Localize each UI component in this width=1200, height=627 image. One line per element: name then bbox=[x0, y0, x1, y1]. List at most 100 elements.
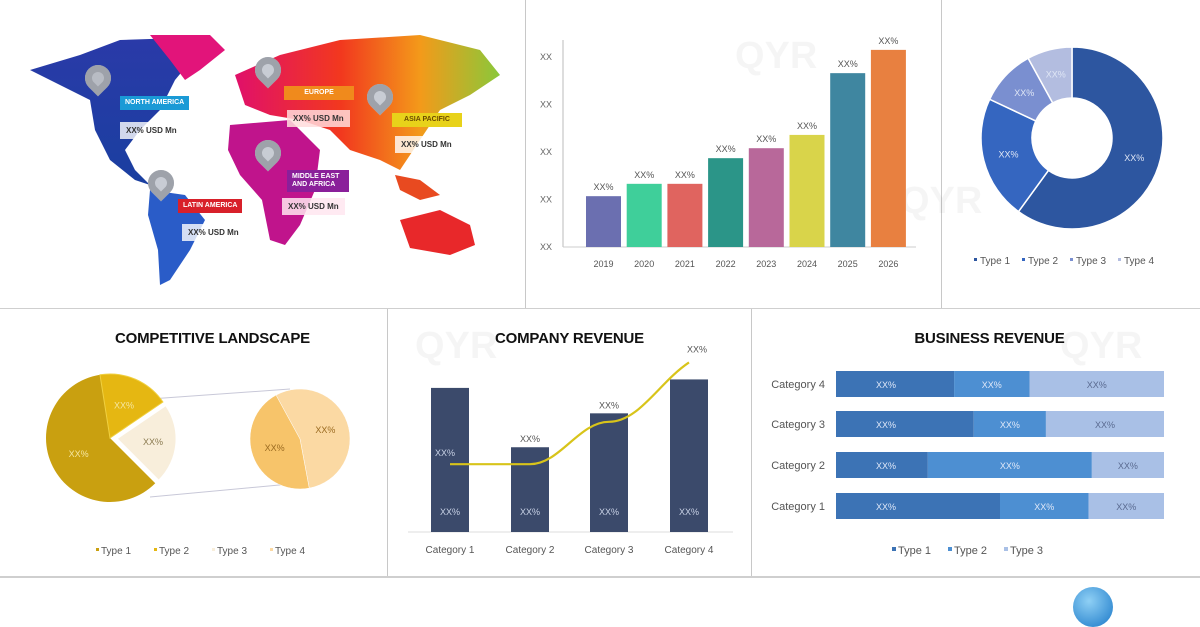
data-label: XX% bbox=[716, 144, 736, 154]
bar bbox=[830, 73, 866, 248]
region-value-middle-east-africa: XX% USD Mn bbox=[282, 198, 345, 215]
region-value-europe: XX% USD Mn bbox=[287, 110, 350, 127]
data-label: XX% bbox=[838, 59, 858, 69]
legend-marker bbox=[974, 258, 977, 261]
data-label: XX% bbox=[593, 182, 613, 192]
legend-label: Type 1 bbox=[898, 545, 931, 557]
legend-marker bbox=[270, 548, 273, 551]
data-label: XX% bbox=[687, 344, 707, 354]
company-revenue-chart: XX% Category 1 XX% XX% Category 2 XX% XX% Categ… bbox=[408, 344, 733, 556]
business-revenue-chart: Category 4 XX% XX% XX% Category 3 XX% XX% XX% Ca… bbox=[771, 371, 1164, 557]
data-label: XX% bbox=[599, 507, 619, 517]
legend-label: Type 1 bbox=[980, 256, 1010, 267]
donut-slice bbox=[980, 98, 1050, 213]
data-label: XX% bbox=[435, 448, 455, 458]
bar-segment bbox=[836, 452, 928, 478]
legend-marker bbox=[948, 547, 952, 551]
x-tick-label: Category 4 bbox=[665, 545, 714, 556]
greenland-shape bbox=[150, 35, 225, 80]
bar bbox=[667, 183, 703, 247]
y-tick-label: XX bbox=[540, 195, 552, 205]
divider bbox=[941, 0, 942, 308]
data-label: XX% bbox=[520, 434, 540, 444]
region-label-asia-pacific: ASIA PACIFIC bbox=[392, 113, 462, 127]
bar-segment bbox=[1029, 371, 1164, 397]
bar bbox=[708, 158, 744, 247]
y-tick-label: Category 2 bbox=[771, 460, 825, 472]
bar-segment bbox=[927, 452, 1092, 478]
legend-label: Type 4 bbox=[1124, 256, 1154, 267]
x-tick-label: 2020 bbox=[634, 259, 654, 269]
data-label: XX% bbox=[756, 134, 776, 144]
data-label: XX% bbox=[1034, 502, 1054, 512]
legend-marker bbox=[1022, 258, 1025, 261]
x-tick-label: 2023 bbox=[756, 259, 776, 269]
region-label-north-america: NORTH AMERICA bbox=[120, 96, 190, 110]
bar bbox=[626, 183, 662, 247]
data-label: XX% bbox=[1095, 420, 1115, 430]
data-label: XX% bbox=[679, 507, 699, 517]
y-tick-label: XX bbox=[540, 52, 552, 62]
divider bbox=[751, 309, 752, 577]
legend-label: Type 2 bbox=[159, 546, 189, 557]
pie-slice bbox=[46, 374, 156, 502]
bar-segment bbox=[1088, 493, 1164, 519]
watermark: QYR bbox=[1060, 325, 1142, 368]
x-tick-label: 2019 bbox=[593, 259, 613, 269]
bar bbox=[670, 379, 708, 532]
donut-slice bbox=[1027, 46, 1073, 104]
data-label: XX% bbox=[69, 449, 89, 459]
x-tick-label: 2021 bbox=[675, 259, 695, 269]
region-value-latin-america: XX% USD Mn bbox=[182, 224, 245, 241]
data-label: XX% bbox=[1000, 420, 1020, 430]
y-tick-label: XX bbox=[540, 100, 552, 110]
data-label: XX% bbox=[1000, 461, 1020, 471]
legend-label: Type 2 bbox=[1028, 256, 1058, 267]
legend-label: Type 3 bbox=[1076, 256, 1106, 267]
divider bbox=[387, 309, 388, 577]
data-label: XX% bbox=[1014, 88, 1034, 98]
pie-slice bbox=[117, 406, 176, 480]
bar bbox=[789, 134, 825, 247]
bar-segment bbox=[1091, 452, 1164, 478]
data-label: XX% bbox=[1118, 461, 1138, 471]
bar bbox=[748, 148, 784, 247]
watermark: QYR bbox=[735, 35, 817, 78]
business-revenue-title: BUSINESS REVENUE bbox=[914, 330, 1065, 347]
bar bbox=[870, 49, 906, 247]
y-tick-label: Category 4 bbox=[771, 379, 825, 391]
region-label-latin-america: LATIN AMERICA bbox=[178, 199, 243, 213]
line-series bbox=[450, 361, 690, 466]
legend-label: Type 3 bbox=[217, 546, 247, 557]
data-label: XX% bbox=[1124, 153, 1144, 163]
data-label: XX% bbox=[143, 437, 163, 447]
connector-line bbox=[149, 483, 291, 498]
y-tick-label: Category 1 bbox=[771, 501, 825, 513]
data-label: XX% bbox=[1087, 380, 1107, 390]
world-map-panel: NORTH AMERICA XX% USD Mn EUROPE XX% USD … bbox=[0, 0, 525, 308]
bar bbox=[590, 413, 628, 532]
southeast-asia-shape bbox=[395, 175, 440, 200]
region-label-europe: EUROPE bbox=[284, 86, 354, 100]
bar-segment bbox=[836, 493, 1000, 519]
x-tick-label: Category 2 bbox=[506, 545, 555, 556]
data-label: XX% bbox=[520, 507, 540, 517]
competitive-landscape-title: COMPETITIVE LANDSCAPE bbox=[115, 330, 310, 347]
connector-line bbox=[149, 388, 291, 400]
secondary-pie-slice bbox=[275, 388, 351, 489]
competitive-landscape-chart: XX% XX% XX% XX% XX% Type 1 Type 2 Type 3 Type 4 bbox=[46, 373, 351, 557]
legend-label: Type 3 bbox=[1010, 545, 1043, 557]
bar-segment bbox=[973, 411, 1046, 437]
legend-label: Type 2 bbox=[954, 545, 987, 557]
data-label: XX% bbox=[599, 400, 619, 410]
bar bbox=[511, 447, 549, 532]
x-tick-label: Category 1 bbox=[426, 545, 475, 556]
bar bbox=[586, 196, 621, 247]
south-america-shape bbox=[148, 190, 205, 285]
data-label: XX% bbox=[1116, 502, 1136, 512]
legend-marker bbox=[1004, 547, 1008, 551]
pie-slice bbox=[99, 373, 164, 439]
legend-marker bbox=[96, 548, 99, 551]
y-tick-label: Category 3 bbox=[771, 419, 825, 431]
data-label: XX% bbox=[634, 170, 654, 180]
